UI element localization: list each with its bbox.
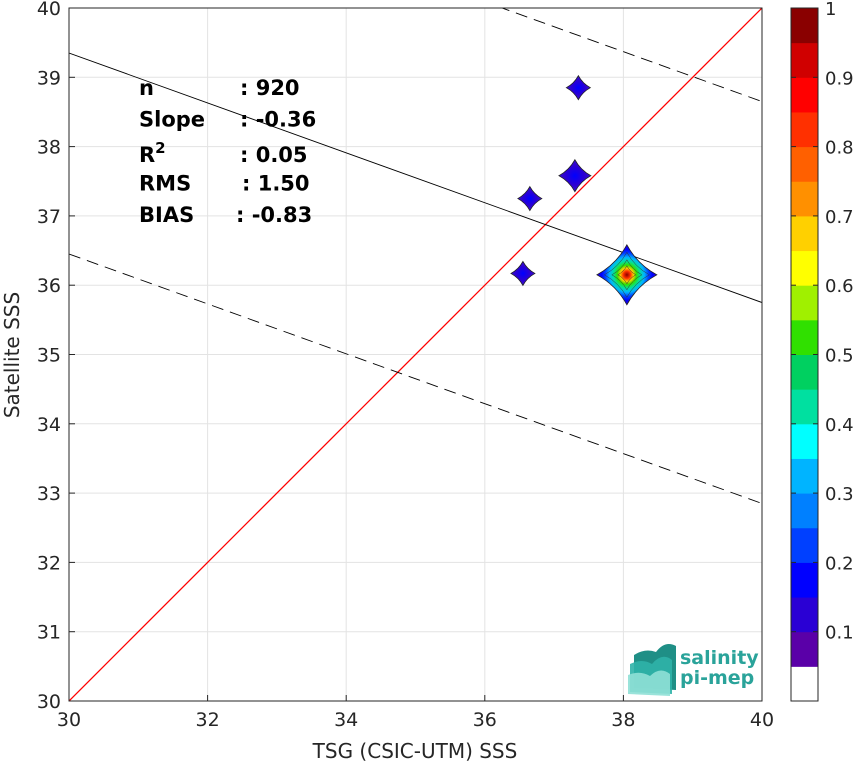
y-tick-label: 39 xyxy=(37,67,61,89)
colorbar-tick-label: 0.2 xyxy=(825,553,854,574)
x-tick-label: 36 xyxy=(473,709,497,731)
colorbar-tick-label: 0.4 xyxy=(825,415,854,436)
y-axis-label: Satellite SSS xyxy=(0,292,24,418)
y-tick-label: 30 xyxy=(37,691,61,713)
logo-line1: salinity xyxy=(680,647,759,669)
y-tick-label: 37 xyxy=(37,206,61,228)
fit-lines xyxy=(69,8,762,701)
density-cluster xyxy=(565,74,592,101)
colorbar-segment xyxy=(791,423,818,459)
regression-line xyxy=(69,52,762,303)
density-cluster xyxy=(510,260,536,287)
x-axis-ticks: 30 32 34 36 38 40 xyxy=(57,695,774,731)
stat-label: n xyxy=(139,76,154,100)
colorbar-tick-label: 0.1 xyxy=(825,623,854,644)
colorbar-segment xyxy=(791,319,818,355)
y-tick-label: 31 xyxy=(37,622,61,644)
y-tick-label: 36 xyxy=(37,275,61,297)
colorbar-tick-label: 1 xyxy=(825,0,836,20)
lower-band-line xyxy=(69,253,762,504)
stat-label: Slope xyxy=(139,108,205,132)
colorbar-segment xyxy=(791,527,818,563)
stat-value: : 920 xyxy=(240,76,300,100)
y-tick-label: 35 xyxy=(37,345,61,367)
colorbar-segment xyxy=(791,111,818,148)
density-contour xyxy=(617,265,637,285)
y-axis-ticks: 30 31 32 33 34 35 36 37 38 39 40 xyxy=(37,0,75,713)
upper-band-line xyxy=(500,8,762,102)
stats-box: n : 920 Slope : -0.36 R2 : 0.05 RMS : 1.50 BIAS:… xyxy=(139,76,316,227)
density-contour xyxy=(603,251,650,298)
colorbar-segment xyxy=(791,597,818,633)
colorbar-segment xyxy=(791,562,818,598)
y-tick-label: 38 xyxy=(37,137,61,159)
stat-label: R2 xyxy=(139,139,166,167)
colorbar-segment xyxy=(791,354,818,390)
stat-value: : 0.05 xyxy=(240,143,308,167)
colorbar-segment xyxy=(791,285,818,321)
stat-label: BIAS xyxy=(139,203,194,227)
y-tick-label: 40 xyxy=(37,0,61,20)
stat-label: RMS xyxy=(139,172,191,196)
colorbar-segment xyxy=(791,458,818,494)
x-tick-label: 40 xyxy=(750,709,774,731)
x-tick-label: 34 xyxy=(334,709,358,731)
y-tick-label: 33 xyxy=(37,483,61,505)
colorbar-segment xyxy=(791,493,818,529)
colorbar-segment xyxy=(791,42,818,78)
colorbar-tick-label: 0.6 xyxy=(825,276,854,297)
colorbar-tick-label: 0.3 xyxy=(825,484,854,505)
logo-line2: pi-mep xyxy=(680,667,754,689)
colorbar-tick-label: 0.5 xyxy=(825,346,854,367)
density-cluster xyxy=(558,158,592,193)
salinity-pi-mep-logo: salinity pi-mep xyxy=(628,644,759,696)
colorbar-segment xyxy=(791,8,818,44)
identity-line xyxy=(69,8,762,701)
colorbar-tick-label: 0.7 xyxy=(825,207,854,228)
density-contour xyxy=(611,259,643,291)
stat-superscript: 2 xyxy=(155,139,165,157)
x-axis-label: TSG (CSIC-UTM) SSS xyxy=(312,739,518,763)
colorbar-segment xyxy=(791,77,818,113)
x-tick-label: 32 xyxy=(196,709,220,731)
y-tick-label: 34 xyxy=(37,414,61,436)
colorbar-tick-label: 0.8 xyxy=(825,138,854,159)
logo-wave-icon xyxy=(628,644,676,696)
colorbar-tick-label: 0.9 xyxy=(825,68,854,89)
colorbar-segment xyxy=(791,215,818,252)
colorbar-segment xyxy=(791,181,818,217)
stat-value: : -0.83 xyxy=(236,203,312,227)
x-tick-label: 38 xyxy=(611,709,635,731)
colorbar-segment xyxy=(791,666,818,702)
colorbar-segment xyxy=(791,250,818,286)
colorbar-segment xyxy=(791,389,818,425)
density-clusters xyxy=(510,74,658,306)
colorbar: 0.1 0.2 0.3 0.4 0.5 0.6 0.7 0.8 0.9 1 xyxy=(790,0,854,702)
stat-value: : -0.36 xyxy=(240,108,316,132)
colorbar-segment xyxy=(791,631,818,667)
colorbar-segment xyxy=(791,146,818,182)
x-tick-label: 30 xyxy=(57,709,81,731)
stat-value: : 1.50 xyxy=(242,172,310,196)
y-tick-label: 32 xyxy=(37,552,61,574)
density-cluster xyxy=(596,243,658,306)
density-cluster xyxy=(517,185,543,212)
